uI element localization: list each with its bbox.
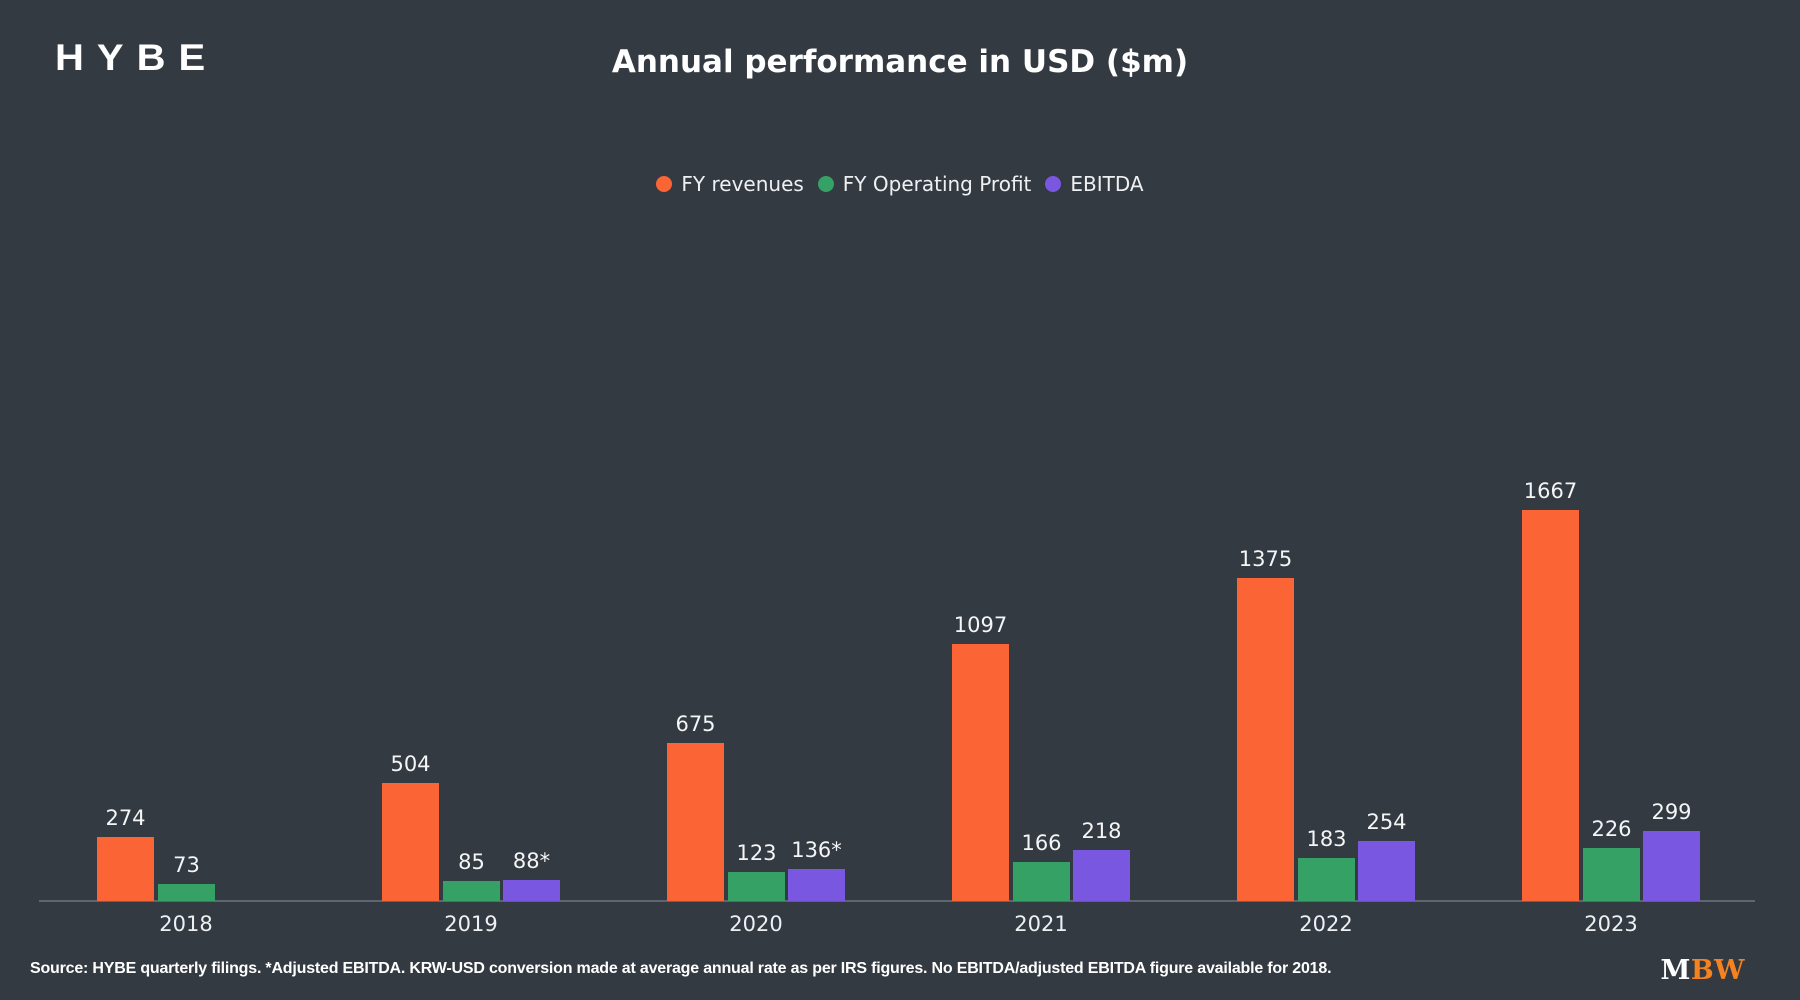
x-axis-label-2019: 2019 bbox=[444, 912, 498, 936]
chart-title: Annual performance in USD ($m) bbox=[611, 44, 1189, 80]
value-label-fy-revenues-2021: 1097 bbox=[953, 613, 1008, 637]
bar-ebitda-2020 bbox=[788, 869, 845, 901]
bar-fy-revenues-2021 bbox=[952, 644, 1009, 901]
bar-ebitda-2019 bbox=[503, 880, 560, 901]
legend-label: FY Operating Profit bbox=[842, 172, 1032, 196]
value-label-fy-operating-profit-2023: 226 bbox=[1591, 817, 1632, 841]
circle-icon bbox=[1045, 176, 1062, 192]
bar-fy-revenues-2022 bbox=[1237, 578, 1294, 901]
bar-fy-operating-profit-2018 bbox=[158, 884, 215, 901]
mbw-logo: MBW bbox=[1660, 955, 1745, 986]
legend-item-operating-profit: FY Operating Profit bbox=[817, 172, 1032, 196]
legend-label: EBITDA bbox=[1070, 172, 1144, 196]
bar-fy-revenues-2019 bbox=[382, 783, 439, 901]
value-label-fy-revenues-2020: 675 bbox=[675, 712, 716, 736]
circle-icon bbox=[817, 176, 834, 192]
circle-icon bbox=[656, 176, 673, 192]
x-axis-label-2022: 2022 bbox=[1299, 912, 1353, 936]
value-label-ebitda-2022: 254 bbox=[1366, 810, 1407, 834]
bar-ebitda-2023 bbox=[1643, 831, 1700, 901]
value-label-ebitda-2019: 88* bbox=[512, 849, 551, 873]
legend-item-ebitda: EBITDA bbox=[1045, 172, 1144, 196]
x-axis-label-2020: 2020 bbox=[729, 912, 783, 936]
value-label-fy-operating-profit-2020: 123 bbox=[736, 841, 777, 865]
value-label-fy-operating-profit-2019: 85 bbox=[458, 850, 485, 874]
value-label-ebitda-2021: 218 bbox=[1081, 819, 1122, 843]
legend-label: FY revenues bbox=[681, 172, 804, 196]
hybe-logo: HYBE bbox=[55, 37, 219, 79]
x-axis-label-2021: 2021 bbox=[1014, 912, 1068, 936]
bar-ebitda-2021 bbox=[1073, 850, 1130, 901]
bar-fy-operating-profit-2020 bbox=[728, 872, 785, 901]
value-label-fy-revenues-2019: 504 bbox=[390, 752, 431, 776]
value-label-fy-revenues-2023: 1667 bbox=[1523, 479, 1578, 503]
bar-fy-operating-profit-2019 bbox=[443, 881, 500, 901]
bar-fy-operating-profit-2022 bbox=[1298, 858, 1355, 901]
source-note: Source: HYBE quarterly filings. *Adjuste… bbox=[30, 960, 1332, 977]
bar-fy-revenues-2018 bbox=[97, 837, 154, 901]
x-axis-label-2018: 2018 bbox=[159, 912, 213, 936]
value-label-fy-operating-profit-2022: 183 bbox=[1306, 827, 1347, 851]
value-label-ebitda-2023: 299 bbox=[1651, 800, 1692, 824]
mbw-logo-m: M bbox=[1660, 955, 1691, 986]
legend: FY revenues FY Operating Profit EBITDA bbox=[0, 172, 1800, 196]
x-axis-label-2023: 2023 bbox=[1584, 912, 1638, 936]
bar-fy-revenues-2020 bbox=[667, 743, 724, 901]
x-axis-line bbox=[39, 900, 1755, 902]
value-label-fy-revenues-2018: 274 bbox=[105, 806, 146, 830]
value-label-fy-operating-profit-2021: 166 bbox=[1021, 831, 1062, 855]
value-label-fy-revenues-2022: 1375 bbox=[1238, 547, 1293, 571]
bar-fy-operating-profit-2021 bbox=[1013, 862, 1070, 901]
bar-ebitda-2022 bbox=[1358, 841, 1415, 901]
legend-item-revenues: FY revenues bbox=[656, 172, 804, 196]
bar-fy-operating-profit-2023 bbox=[1583, 848, 1640, 901]
value-label-fy-operating-profit-2018: 73 bbox=[173, 853, 200, 877]
bar-fy-revenues-2023 bbox=[1522, 510, 1579, 901]
mbw-logo-bw: BW bbox=[1690, 955, 1745, 986]
value-label-ebitda-2020: 136* bbox=[791, 838, 842, 862]
